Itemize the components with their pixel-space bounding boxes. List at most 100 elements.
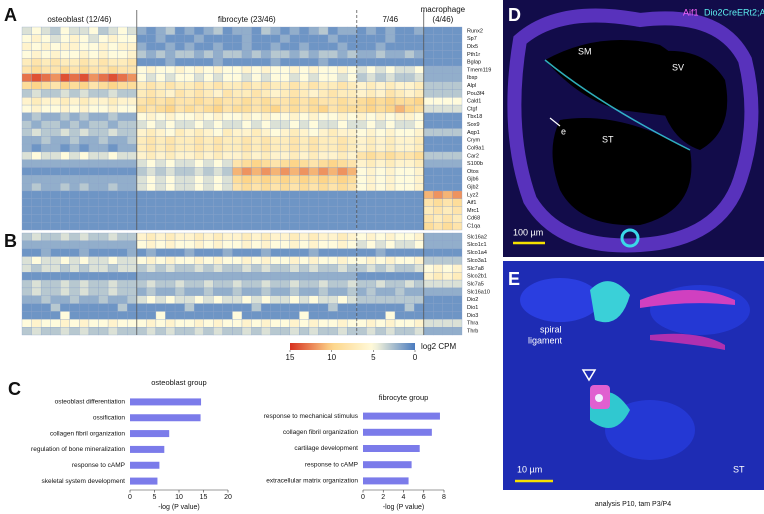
heatmap-cell [213,42,224,51]
heatmap-cell [40,272,51,281]
heatmap-cell [442,159,453,168]
heatmap-cell [347,73,357,82]
heatmap-cell [289,167,300,176]
heatmap-cell [88,143,99,153]
heatmap-cell [60,240,70,249]
heatmap-cell [107,128,118,137]
heatmap-cell [203,143,214,153]
heatmap-cell [222,159,233,168]
heatmap-cell [318,65,329,74]
heatmap-cell [88,175,99,184]
heatmap-cell [347,190,357,199]
heatmap-cell [280,97,290,106]
heatmap-cell [356,183,367,192]
heatmap-cell [366,206,377,215]
heatmap-cell [385,42,396,51]
heatmap-cell [98,73,109,82]
row-label: Pou3f4 [467,91,484,97]
heatmap-cell [203,272,214,281]
heatmap-cell [385,214,396,223]
heatmap-cell [433,104,444,114]
heatmap-cell [394,104,405,114]
heatmap-cell [404,303,415,312]
heatmap-cell [280,89,290,98]
heatmap-cell [98,120,109,129]
heatmap-cell [136,136,147,145]
heatmap-cell [260,183,271,192]
heatmap-cell [222,272,233,281]
heatmap-cell [69,159,80,168]
heatmap-cell [174,206,185,215]
heatmap-cell [184,42,195,51]
heatmap-cell [260,42,271,51]
heatmap-cell [203,248,214,257]
heatmap-cell [213,272,224,281]
heatmap-cell [203,136,214,145]
colorbar-tick-label: 15 [286,353,295,362]
heatmap-cell [414,50,424,59]
heatmap-cell [117,256,128,265]
heatmap-cell [414,89,424,98]
heatmap-cell [337,120,348,129]
heatmap-cell [40,58,51,67]
heatmap-cell [260,73,271,82]
heatmap-cell [107,136,118,145]
heatmap-cell [50,232,61,241]
heatmap-cell [308,159,319,168]
heatmap-cell [356,97,367,106]
heatmap-cell [394,327,405,336]
heatmap-cell [40,264,51,273]
heatmap-cell [318,256,329,265]
heatmap-cell [327,136,338,145]
heatmap-cell [69,136,80,145]
heatmap-cell [31,190,42,199]
heatmap-cell [31,58,42,67]
heatmap-cell [299,50,310,59]
heatmap-cell [31,319,42,328]
heatmap-cell [327,112,338,121]
x-tick-label: 20 [224,494,232,501]
heatmap-cell [165,214,176,223]
heatmap-cell [98,222,109,231]
heatmap-cell [385,264,396,273]
heatmap-cell [184,128,195,137]
heatmap-cell [50,89,61,98]
heatmap-cell [347,58,357,67]
heatmap-cell [337,26,348,35]
heatmap-cell [184,222,195,231]
heatmap-cell [98,327,109,336]
heatmap-cell [366,167,377,176]
heatmap-cell [60,120,70,129]
heatmap-cell [155,319,166,328]
heatmap-cell [21,58,32,67]
heatmap-cell [203,303,214,312]
heatmap-cell [394,42,405,51]
heatmap-cell [452,50,463,59]
heatmap-cell [213,248,224,257]
heatmap-cell [270,73,281,82]
x-tick-label: 2 [381,494,385,501]
heatmap-cell [318,248,329,257]
row-label: Sox9 [467,122,480,128]
heatmap-cell [165,287,176,296]
heatmap-cell [69,303,80,312]
heatmap-cell [31,34,42,43]
heatmap-cell [327,120,338,129]
heatmap-cell [155,73,166,82]
heatmap-cell [88,287,99,296]
heatmap-cell [366,81,377,90]
heatmap-cell [308,136,319,145]
heatmap-cell [174,311,185,320]
heatmap-cell [280,50,290,59]
heatmap-cell [433,42,444,51]
row-label: Dlx5 [467,44,478,50]
heatmap-cell [79,206,90,215]
heatmap-cell [203,319,214,328]
heatmap-cell [155,136,166,145]
heatmap-cell [79,97,90,106]
heatmap-cell [50,272,61,281]
heatmap-cell [375,73,386,82]
heatmap-cell [136,272,147,281]
heatmap-cell [203,279,214,289]
heatmap-cell [79,222,90,231]
